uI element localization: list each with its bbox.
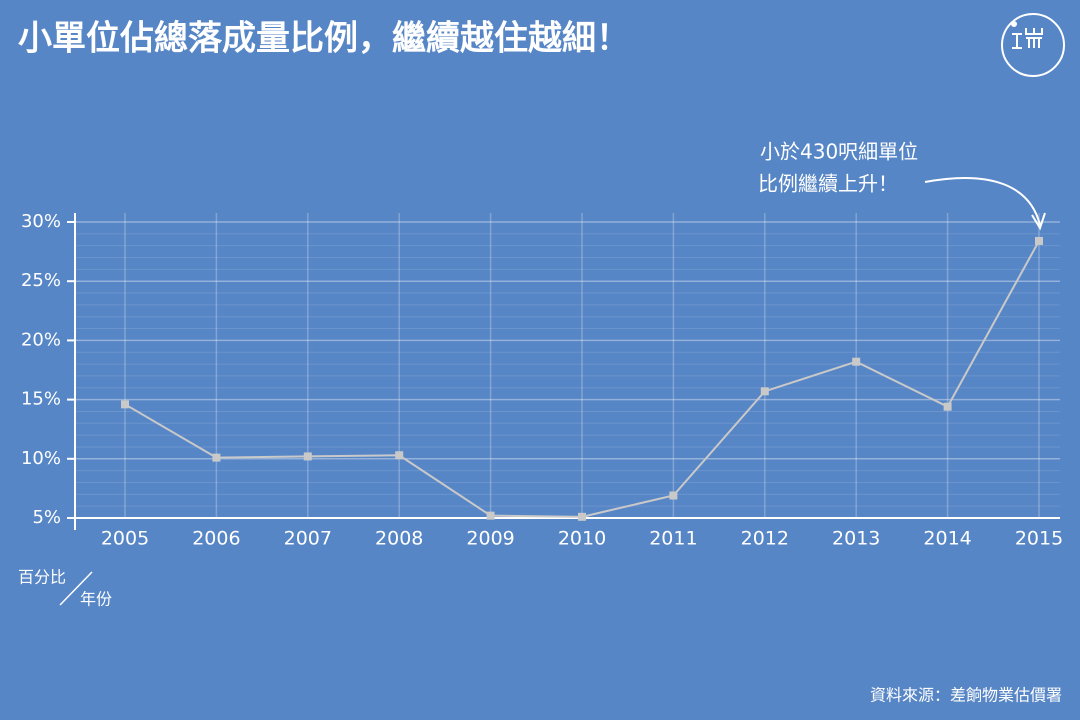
data-point (1035, 236, 1043, 245)
data-point (760, 387, 769, 396)
data-point (486, 511, 495, 520)
x-tick-label: 2010 (558, 528, 606, 550)
data-point (669, 491, 678, 500)
y-tick-label: 25% (21, 270, 61, 291)
logo-dot (1011, 21, 1017, 27)
x-tick-label: 2011 (649, 528, 697, 550)
data-point (852, 357, 861, 366)
x-tick-label: 2015 (1015, 528, 1063, 550)
data-point (395, 451, 404, 460)
data-point (121, 400, 129, 409)
data-point (578, 512, 586, 521)
y-tick-label: 30% (21, 211, 61, 232)
y-tick-label: 10% (21, 448, 61, 469)
x-tick-label: 2006 (192, 528, 240, 550)
y-axis-label: 百分比 (18, 568, 66, 587)
annotation-arrowhead (1031, 212, 1046, 231)
annotation: 比例繼續上升！ (758, 172, 898, 196)
source: 資料來源：差餉物業估價署 (870, 686, 1062, 705)
x-tick-label: 2005 (101, 528, 149, 550)
logo (1001, 13, 1065, 77)
logo-glyph (1012, 28, 1043, 49)
x-tick-label: 2007 (284, 528, 332, 550)
annotation-arrow (924, 176, 1041, 226)
logo-circle (1001, 13, 1065, 77)
axis-label-divider (59, 571, 93, 606)
y-tick-label: 5% (32, 507, 61, 528)
data-point (303, 452, 312, 461)
x-tick-label: 2009 (466, 528, 514, 550)
y-tick-label: 15% (21, 389, 61, 410)
y-tick-label: 20% (21, 329, 61, 350)
data-point (943, 402, 952, 411)
data-point (212, 453, 221, 462)
x-axis-label: 年份 (80, 590, 112, 609)
annotation: 小於430呎細單位 (760, 140, 918, 164)
x-tick-label: 2008 (375, 528, 423, 550)
x-tick-label: 2014 (923, 528, 971, 550)
x-tick-label: 2012 (741, 528, 789, 550)
x-tick-label: 2013 (832, 528, 880, 550)
chart-title: 小單位佔總落成量比例，繼續越住越細！ (18, 19, 630, 59)
